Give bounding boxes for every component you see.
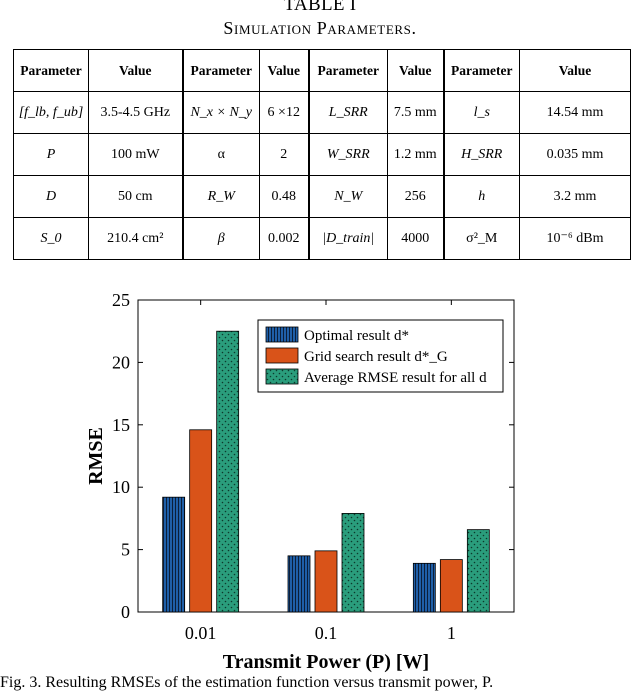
y-tick-label: 15 <box>112 415 130 435</box>
y-tick-label: 5 <box>121 540 130 560</box>
value-cell: 0.002 <box>259 217 310 260</box>
param-cell: N_W <box>308 175 388 218</box>
bar <box>216 330 240 613</box>
bar <box>314 550 338 613</box>
value-cell: 210.4 cm² <box>88 217 184 260</box>
legend-label: Optimal result d* <box>304 328 409 344</box>
y-tick-label: 0 <box>121 602 130 622</box>
value-cell: 0.035 mm <box>519 133 631 176</box>
value-cell: 2 <box>259 133 310 176</box>
table-row: S_0 210.4 cm² β 0.002 |D_train| 4000 σ²_… <box>13 217 631 260</box>
value-cell: 14.54 mm <box>519 91 631 134</box>
value-cell: 4000 <box>387 217 445 260</box>
header-cell: Parameter <box>13 49 89 92</box>
value-cell: 10⁻⁶ dBm <box>519 217 631 260</box>
param-cell: P <box>13 133 89 176</box>
value-cell: 6 ×12 <box>259 91 310 134</box>
param-cell: D <box>13 175 89 218</box>
param-cell: W_SRR <box>308 133 388 176</box>
param-cell: H_SRR <box>443 133 520 176</box>
param-cell: N_x × N_y <box>182 91 260 134</box>
param-cell: [f_lb, f_ub] <box>13 91 89 134</box>
param-cell: α <box>182 133 260 176</box>
value-cell: 1.2 mm <box>387 133 445 176</box>
value-cell: 0.48 <box>259 175 310 218</box>
legend-label: Average RMSE result for all d <box>304 370 487 386</box>
bar <box>341 513 365 613</box>
table-title: TABLE I <box>283 0 357 15</box>
value-cell: 3.2 mm <box>519 175 631 218</box>
y-tick-label: 20 <box>112 352 130 372</box>
x-axis-label: Transmit Power (P) [W] <box>223 651 429 673</box>
value-cell: 100 mW <box>88 133 184 176</box>
param-cell: l_s <box>443 91 520 134</box>
header-cell: Value <box>88 49 184 92</box>
header-cell: Value <box>387 49 445 92</box>
bar <box>287 555 311 613</box>
bar <box>439 559 463 613</box>
table-row: P 100 mW α 2 W_SRR 1.2 mm H_SRR 0.035 mm <box>13 133 631 176</box>
legend-label: Grid search result d*_G <box>304 349 448 365</box>
parameters-table: Parameter Value Parameter Value Paramete… <box>13 49 631 260</box>
legend-swatch <box>265 347 299 364</box>
x-tick-label: 0.01 <box>185 623 217 643</box>
header-cell: Parameter <box>308 49 388 92</box>
legend-box <box>257 319 504 393</box>
y-tick-label: 10 <box>112 477 130 497</box>
rmse-bar-chart: 0 5 10 15 20 25 0.01 0.1 1 Transmit Power (P) [W]… <box>85 290 515 673</box>
figure-caption: Fig. 3. Resulting RMSEs of the estimatio… <box>0 674 494 691</box>
param-cell: S_0 <box>13 217 89 260</box>
value-cell: 50 cm <box>88 175 184 218</box>
y-axis-label: RMSE <box>85 427 107 485</box>
param-cell: R_W <box>182 175 260 218</box>
y-tick-label: 25 <box>112 290 130 310</box>
param-cell: h <box>443 175 520 218</box>
header-cell: Parameter <box>182 49 260 92</box>
header-cell: Value <box>259 49 310 92</box>
table-header-row: Parameter Value Parameter Value Paramete… <box>13 49 631 92</box>
header-cell: Value <box>519 49 631 92</box>
header-cell: Parameter <box>443 49 520 92</box>
x-tick-label: 1 <box>447 623 456 643</box>
value-cell: 256 <box>387 175 445 218</box>
value-cell: 7.5 mm <box>387 91 445 134</box>
value-cell: 3.5-4.5 GHz <box>88 91 184 134</box>
legend-swatch <box>265 368 299 385</box>
table-row: D 50 cm R_W 0.48 N_W 256 h 3.2 mm <box>13 175 631 218</box>
table-caption: Simulation Parameters. <box>223 18 417 38</box>
param-cell: β <box>182 217 260 260</box>
bar <box>466 529 490 613</box>
param-cell: |D_train| <box>308 217 388 260</box>
param-cell: σ²_M <box>443 217 520 260</box>
param-cell: L_SRR <box>308 91 388 134</box>
bar <box>162 496 186 613</box>
table-row: [f_lb, f_ub] 3.5-4.5 GHz N_x × N_y 6 ×12… <box>13 91 631 134</box>
bar <box>189 429 213 613</box>
bar <box>412 562 436 613</box>
x-tick-label: 0.1 <box>315 623 338 643</box>
legend-swatch <box>265 326 299 343</box>
